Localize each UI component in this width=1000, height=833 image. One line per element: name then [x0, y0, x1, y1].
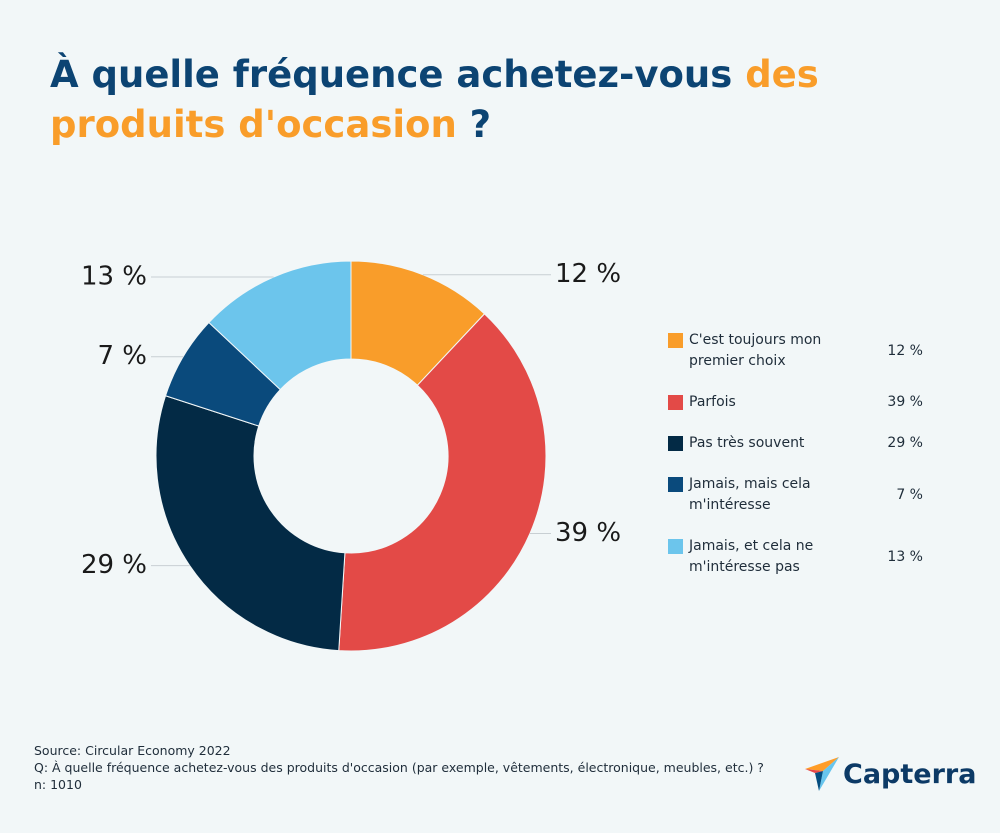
legend-swatch [668, 477, 683, 492]
legend-item: Jamais, et cela ne m'intéresse pas 13 % [668, 536, 923, 578]
data-label: 12 % [555, 259, 621, 289]
legend-value: 39 % [887, 394, 923, 410]
donut-segment [208, 260, 352, 391]
legend-label: Pas très souvent [689, 435, 805, 451]
data-label: 29 % [81, 550, 147, 580]
legend-swatch [668, 333, 683, 348]
donut-segment [155, 395, 346, 652]
logo-icon [805, 757, 839, 791]
sample-size: n: 1010 [34, 777, 82, 792]
legend-label: Parfois [689, 394, 736, 410]
title-part: À quelle fréquence achetez-vous [50, 53, 746, 96]
legend-item: Parfois 39 % [668, 392, 923, 413]
chart-title: À quelle fréquence achetez-vous des prod… [50, 50, 850, 150]
logo: Capterra [805, 757, 976, 791]
question: Q: À quelle fréquence achetez-vous des p… [34, 760, 764, 775]
legend-label: C'est toujours mon premier choix [689, 332, 822, 369]
legend-item: Pas très souvent 29 % [668, 433, 923, 454]
legend-label: Jamais, et cela ne m'intéresse pas [689, 538, 814, 575]
title-highlight: des produits d'occasion [50, 53, 819, 146]
data-label: 39 % [555, 518, 621, 548]
legend-swatch [668, 539, 683, 554]
legend-value: 7 % [896, 486, 923, 503]
legend-swatch [668, 395, 683, 410]
data-label: 13 % [81, 262, 147, 292]
title-part: ? [456, 103, 492, 146]
legend-value: 29 % [887, 435, 923, 451]
data-label: 7 % [97, 341, 147, 371]
legend-swatch [668, 436, 683, 451]
legend-item: C'est toujours mon premier choix 12 % [668, 330, 923, 372]
legend: C'est toujours mon premier choix 12 % Parf… [668, 330, 923, 598]
legend-label: Jamais, mais cela m'intéresse [689, 476, 811, 513]
legend-item: Jamais, mais cela m'intéresse 7 % [668, 474, 923, 516]
footer: Source: Circular Economy 2022 Q: À quell… [34, 742, 764, 793]
legend-value: 13 % [887, 548, 923, 565]
source: Source: Circular Economy 2022 [34, 743, 231, 758]
legend-value: 12 % [887, 342, 923, 359]
logo-text: Capterra [843, 758, 977, 790]
donut-segment [338, 313, 547, 652]
